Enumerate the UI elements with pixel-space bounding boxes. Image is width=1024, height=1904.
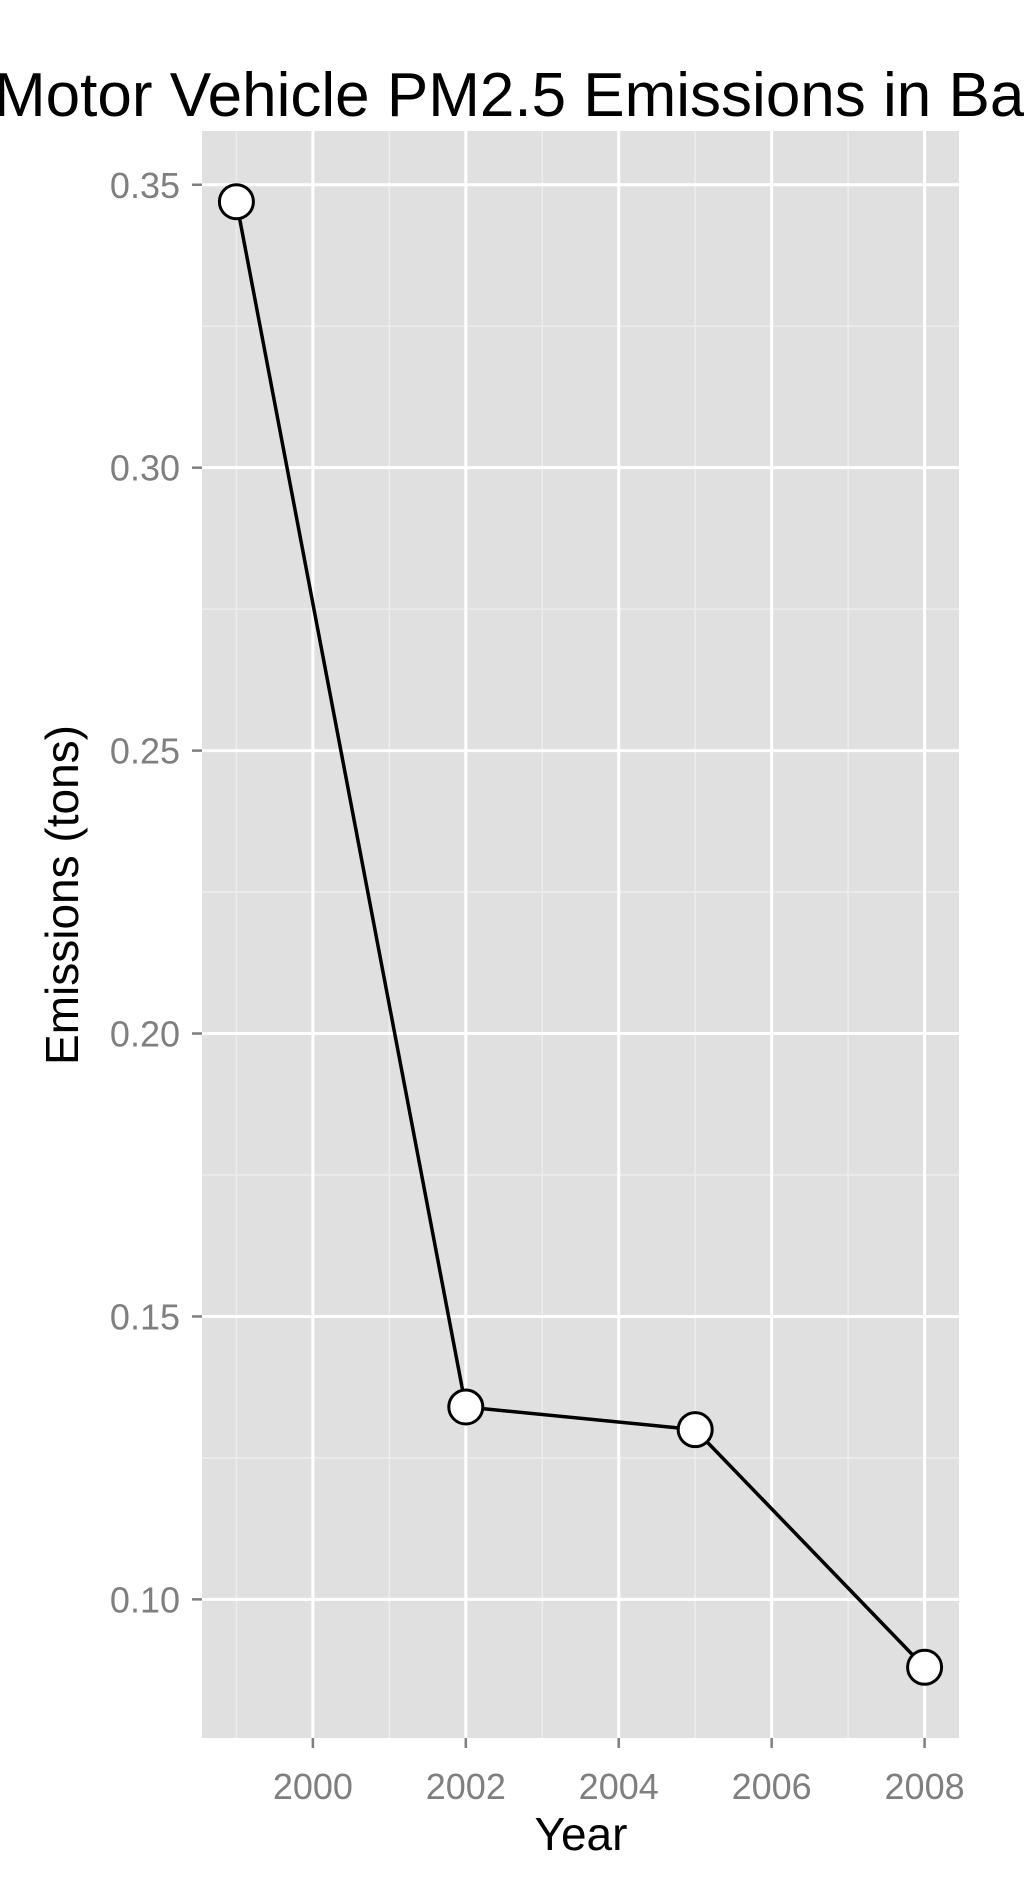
series-lines: [234, 201, 926, 1669]
minor-gridlines: [202, 131, 959, 1738]
x-tick-label: 2000: [273, 1766, 353, 1807]
data-point: [217, 183, 255, 221]
x-tick-label: 2008: [885, 1766, 965, 1807]
x-axis-label: Year: [535, 1808, 628, 1860]
y-tick-label: 0.35: [110, 165, 180, 206]
x-tick-label: 2002: [426, 1766, 506, 1807]
y-tick-label: 0.15: [110, 1296, 180, 1337]
y-axis-label: Emissions (tons): [36, 725, 88, 1065]
y-tick-label: 0.25: [110, 731, 180, 772]
x-tick-label: 2006: [732, 1766, 812, 1807]
plot-panel: [202, 131, 959, 1738]
axis-ticks: [192, 183, 926, 1748]
y-tick-label: 0.10: [110, 1579, 180, 1620]
y-tick-label: 0.30: [110, 448, 180, 489]
y-tick-label: 0.20: [110, 1014, 180, 1055]
x-axis-tick-labels: 2000 2002 2004 2006 2008: [273, 1766, 965, 1807]
data-point: [906, 1648, 944, 1686]
major-gridlines: [202, 131, 959, 1738]
data-point: [447, 1388, 485, 1426]
series-line: [234, 201, 926, 1669]
data-point: [676, 1411, 714, 1449]
chart-title: Motor Vehicle PM2.5 Emissions in Balt: [0, 61, 1024, 130]
x-tick-label: 2004: [579, 1766, 659, 1807]
data-points: [217, 183, 944, 1686]
y-axis-tick-labels: 0.10 0.15 0.20 0.25 0.30 0.35: [110, 165, 180, 1621]
